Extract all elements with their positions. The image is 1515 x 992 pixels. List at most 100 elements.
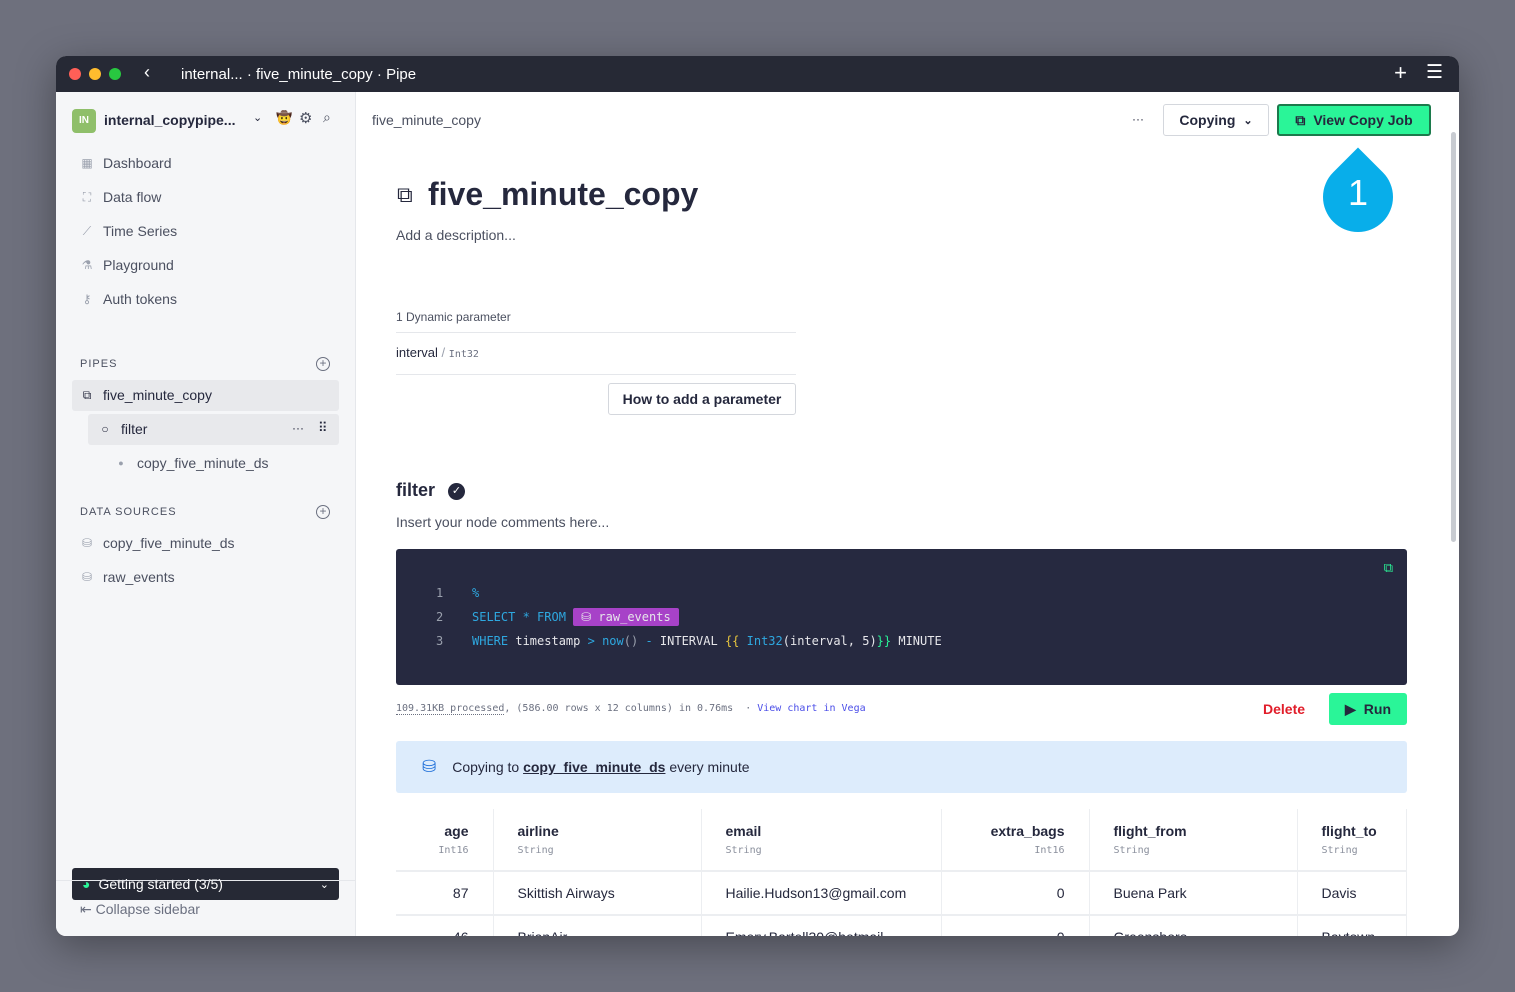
workspace-name[interactable]: internal_copypipe... [104,112,236,128]
database-icon: ⛁ [81,536,93,550]
chevron-down-icon: ⌄ [319,878,329,891]
node-circle-icon: ○ [101,422,109,436]
datasource-name: copy_five_minute_ds [103,535,235,551]
main-content: five_minute_copy ··· Copying ⌄ ⧉ View Copy… [356,92,1459,936]
sidebar-item-pipe[interactable] [72,380,339,411]
drag-handle-icon[interactable]: ⠿ [318,420,328,435]
sql-editor[interactable]: ⧉ 1 2 3 % SELECT * FROM ⛁ raw_events WHE… [396,549,1407,685]
processed-stat: 109.31KB processed [396,703,505,715]
run-label: Run [1363,701,1391,717]
play-icon: ▶ [1345,700,1356,717]
line-number: 1 [436,586,444,600]
view-copy-job-button[interactable]: ⧉ View Copy Job [1277,104,1431,136]
gear-icon[interactable]: ⚙ [299,110,313,127]
scrollbar[interactable] [1451,132,1456,542]
datasources-section-title: DATA SOURCES [80,506,177,518]
sidebar-item-playground[interactable]: ⚗ Playground [80,257,174,273]
chevron-down-icon[interactable]: ⌄ [253,112,263,124]
search-icon[interactable]: ⌕ [323,109,331,125]
cowboy-emoji-icon[interactable]: 🤠 [276,110,293,125]
breadcrumb[interactable]: five_minute_copy [372,112,481,128]
copying-dropdown[interactable]: Copying ⌄ [1163,104,1269,136]
node-comment-field[interactable]: Insert your node comments here... [396,514,610,530]
title-bar: ‹ internal... · five_minute_copy · Pipe … [56,56,1459,92]
query-stats: 109.31KB processed, (586.00 rows x 12 co… [396,703,866,715]
copy-target-item[interactable]: ● copy_five_minute_ds [114,455,268,471]
table-cell: 0 [941,915,1090,936]
rows-stat: , (586.00 rows x 12 columns) in 0.76ms · [504,703,758,714]
table-cell: BrianAir [493,915,702,936]
column-header[interactable]: age Int16 [396,809,494,872]
maximize-window-button[interactable] [109,68,121,80]
more-options-button[interactable]: ··· [1132,112,1144,126]
collapse-sidebar-button[interactable]: ⇤ Collapse sidebar [56,880,355,936]
run-button[interactable]: ▶ Run [1329,693,1407,725]
table-cell: 87 [396,871,494,916]
column-header[interactable]: airline String [493,809,702,872]
step-badge-number: 1 [1347,172,1369,213]
view-chart-vega-link[interactable]: View chart in Vega [757,703,866,714]
collapse-label: Collapse sidebar [95,901,200,917]
add-pipe-icon[interactable]: + [316,357,330,371]
workspace-avatar: IN [72,109,96,133]
table-cell: 46 [396,915,494,936]
copy-code-icon[interactable]: ⧉ [1383,561,1393,576]
table-row: 46BrianAirEmery.Bartell30@hotmail...0Gre… [396,915,1407,936]
grid-icon: ▦ [81,156,93,170]
sidebar-item-auth-tokens[interactable]: ⚷ Auth tokens [80,291,177,307]
how-to-add-parameter-button[interactable]: How to add a parameter [608,383,796,415]
code-line: SELECT * FROM ⛁ raw_events [472,608,679,626]
sidebar-item-data-flow[interactable]: ⛶ Data flow [80,189,162,205]
app-window: ‹ internal... · five_minute_copy · Pipe … [56,56,1459,936]
sidebar-item-dashboard[interactable]: ▦ Dashboard [80,155,171,171]
table-cell: Baytown [1297,915,1407,936]
key-icon: ⚷ [82,292,92,306]
add-datasource-icon[interactable]: + [316,505,330,519]
close-window-button[interactable] [69,68,81,80]
datasource-tag[interactable]: ⛁ raw_events [573,608,679,626]
column-header[interactable]: flight_to String [1297,809,1407,872]
table-cell: Greensboro [1089,915,1298,936]
datasource-name: raw_events [103,569,175,585]
sidebar-item-time-series[interactable]: ⟋ Time Series [80,223,177,239]
flask-icon: ⚗ [81,258,93,272]
page-title[interactable]: five_minute_copy [428,176,699,212]
table-cell: Buena Park [1089,871,1298,916]
more-icon[interactable]: ··· [292,421,304,435]
minimize-window-button[interactable] [89,68,101,80]
column-header[interactable]: email String [701,809,942,872]
chevron-down-icon: ⌄ [1243,114,1253,127]
params-title: 1 Dynamic parameter [396,310,796,333]
view-copy-job-label: View Copy Job [1313,112,1413,128]
table-header-row: age Int16 airline String email String extra… [396,809,1407,872]
copy-schedule-icon: ⛁ [422,757,437,776]
sidebar-item-datasource[interactable]: ⛁ raw_events [80,569,175,585]
description-field[interactable]: Add a description... [396,227,516,243]
pipes-section-title: PIPES [80,358,118,370]
menu-icon[interactable]: ☰ [1425,62,1443,83]
back-icon[interactable]: ‹ [144,62,150,82]
table-cell: Davis [1297,871,1407,916]
table-row: 87 Skittish Airways Hailie.Hudson13@gmail.… [396,871,1407,916]
nav-label: Auth tokens [103,291,177,307]
results-table: age Int16 airline String email String extra… [396,809,1407,936]
copy-target-link[interactable]: copy_five_minute_ds [523,759,666,775]
new-tab-icon[interactable]: + [1394,60,1407,85]
chart-icon: ⟋ [82,223,92,238]
table-cell: Skittish Airways [493,871,702,916]
pipe-name: five_minute_copy [103,387,212,403]
node-item[interactable]: ○ filter [98,421,147,437]
nav-label: Playground [103,257,174,273]
column-header[interactable]: extra_bags Int16 [941,809,1090,872]
pipe-item[interactable]: ⧉ five_minute_copy [80,387,212,403]
param-type: Int32 [448,349,479,360]
line-number: 2 [436,610,444,624]
nav-label: Data flow [103,189,162,205]
sidebar-item-datasource[interactable]: ⛁ copy_five_minute_ds [80,535,235,551]
delete-button[interactable]: Delete [1263,701,1306,717]
column-header[interactable]: flight_from String [1089,809,1298,872]
copy-info-text: every minute [665,759,750,775]
progress-pie-icon: ◕ [82,876,91,892]
sidebar-item-node[interactable] [88,414,339,445]
node-title[interactable]: filter [396,480,436,500]
